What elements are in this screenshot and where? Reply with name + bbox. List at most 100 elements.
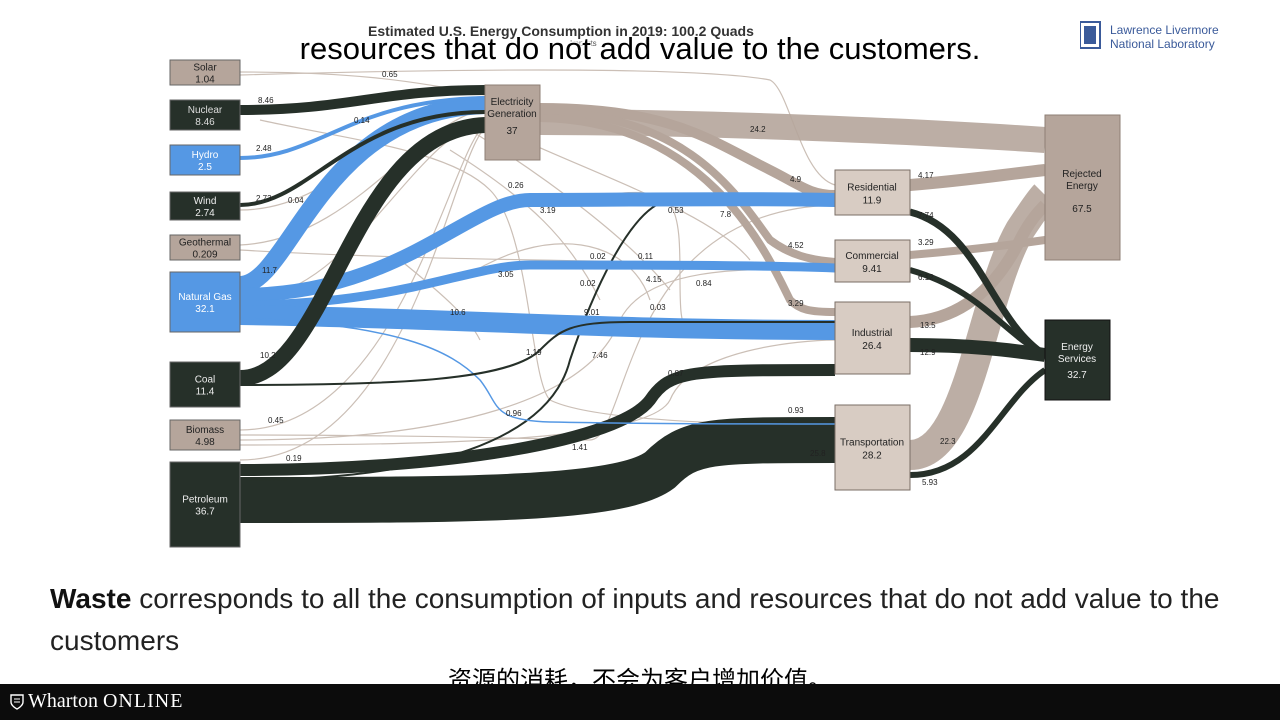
source-name-petroleum: Petroleum (182, 495, 228, 506)
footer-bar: Wharton ONLINE (0, 684, 1280, 720)
caption-bold-term: Waste (50, 583, 132, 614)
footer-suffix: ONLINE (102, 690, 184, 712)
flow-label: 5.93 (922, 478, 938, 487)
source-node-hydro (169, 144, 241, 176)
lab-name-1: Lawrence Livermore (1110, 23, 1219, 37)
sector-value-residential: 11.9 (863, 196, 882, 207)
flow-label: 7.46 (592, 351, 608, 360)
footer-brand: Wharton (28, 690, 98, 712)
flow-label: 0.87 (668, 369, 684, 378)
flow-label: 0.11 (638, 252, 654, 261)
sector-name-residential: Residential (847, 183, 896, 194)
source-name-geothermal: Geothermal (179, 238, 231, 249)
flow-label: 0.65 (382, 70, 398, 79)
source-node-biomass (169, 419, 241, 451)
energy-services-node (1044, 319, 1111, 401)
rejected-label-2: Energy (1066, 181, 1098, 192)
caption-text: corresponds to all the consumption of in… (50, 583, 1220, 656)
lab-logo: Lawrence Livermore National Laboratory (1079, 20, 1260, 59)
flow-coal-industrial (239, 320, 835, 386)
energy-flow-diagram: Estimated U.S. Energy Consumption in 201… (150, 0, 1219, 560)
flow-label: 0.53 (668, 206, 684, 215)
flow-com-rejected (909, 236, 1046, 259)
flow-label: 7.8 (720, 210, 732, 219)
slide-caption: Waste corresponds to all the consumption… (50, 578, 1240, 662)
flow-label: 2.73 (256, 194, 272, 203)
rejected-value: 67.5 (1072, 204, 1092, 215)
sector-node-transportation (834, 404, 911, 491)
source-value-natural-gas: 32.1 (195, 304, 215, 315)
sector-nodes: Residential 11.9 Commercial 9.41 Industrial 2… (834, 169, 911, 491)
electricity-node (484, 84, 541, 161)
sector-node-residential (834, 169, 911, 216)
source-value-biomass: 4.98 (195, 437, 215, 448)
source-value-nuclear: 8.46 (195, 117, 215, 128)
source-value-solar: 1.04 (195, 75, 215, 86)
source-value-wind: 2.74 (195, 208, 215, 219)
flow-ind-services (909, 338, 1046, 362)
flow-nuclear-electricity (239, 85, 486, 115)
flow-label: 8.46 (258, 96, 274, 105)
source-name-coal: Coal (195, 375, 216, 386)
flow-coal-electricity (239, 117, 486, 386)
flow-label: 0.84 (696, 279, 712, 288)
flow-label: 0.14 (354, 116, 370, 125)
flow-label: 9.01 (584, 308, 600, 317)
lab-logo-mark (1084, 26, 1096, 44)
flow-wind-electricity (239, 110, 486, 207)
flow-label: 4.9 (790, 175, 802, 184)
flow-elec-residential (539, 103, 836, 200)
flow-label: 25.8 (810, 449, 826, 458)
flow-label: 0.02 (580, 279, 596, 288)
sector-value-transportation: 28.2 (862, 451, 882, 462)
source-name-nuclear: Nuclear (188, 105, 223, 116)
sector-value-commercial: 9.41 (862, 264, 882, 275)
sector-name-industrial: Industrial (852, 328, 893, 339)
source-value-petroleum: 36.7 (195, 507, 215, 518)
flow-gas-industrial (239, 305, 836, 340)
flow-label: 2.48 (256, 144, 272, 153)
rejected-energy-node (1044, 114, 1121, 261)
flow-label: 3.05 (498, 270, 514, 279)
flow-labels: 0.65 8.46 0.14 2.48 2.73 0.04 11.7 10.2 0.45 0.19… (256, 70, 956, 487)
flow-label: 22.3 (940, 437, 956, 446)
flow-label: 3.29 (788, 299, 804, 308)
flow-trans-services (909, 367, 1047, 478)
flow-label: 0.19 (286, 454, 302, 463)
source-name-biomass: Biomass (186, 425, 224, 436)
electricity-value: 37 (506, 126, 518, 137)
flow-label: 11.7 (262, 266, 278, 275)
sankey-svg: Estimated U.S. Energy Consumption in 201… (169, 23, 1121, 548)
flow-label: 24.2 (750, 125, 766, 134)
sector-name-transportation: Transportation (840, 438, 904, 449)
source-value-hydro: 2.5 (198, 162, 212, 173)
flow-label: 0.45 (268, 416, 284, 425)
flow-petroleum-transportation (239, 417, 836, 523)
flow-gas-residential (239, 192, 836, 302)
flow-label: 6.12 (918, 273, 934, 282)
flow-elec-industrial (539, 114, 836, 316)
flow-label: 10.6 (450, 308, 466, 317)
flow-trans-rejected (907, 184, 1057, 470)
rejected-label-1: Rejected (1062, 169, 1101, 180)
flow-label: 1.19 (526, 348, 542, 357)
services-label-1: Energy (1061, 342, 1093, 353)
flow-label: 0.04 (288, 196, 304, 205)
source-node-solar (169, 59, 241, 86)
flow-label: 0.93 (788, 406, 804, 415)
flow-label: 0.96 (506, 409, 522, 418)
footer-logo: Wharton ONLINE (10, 690, 183, 713)
flow-hydro-electricity (239, 96, 486, 160)
sector-node-commercial (834, 239, 911, 283)
flow-label: 0.26 (508, 181, 524, 190)
flow-gas-transportation (239, 317, 836, 425)
flow-label: 3.19 (540, 206, 556, 215)
flow-gas-electricity (238, 96, 486, 294)
flow-label: 0.02 (590, 252, 606, 261)
source-node-petroleum (169, 461, 241, 548)
flow-res-rejected (909, 164, 1046, 191)
source-name-solar: Solar (193, 63, 217, 74)
sector-name-commercial: Commercial (845, 251, 898, 262)
sector-value-industrial: 26.4 (862, 341, 882, 352)
imports-label: Imports (570, 39, 597, 48)
